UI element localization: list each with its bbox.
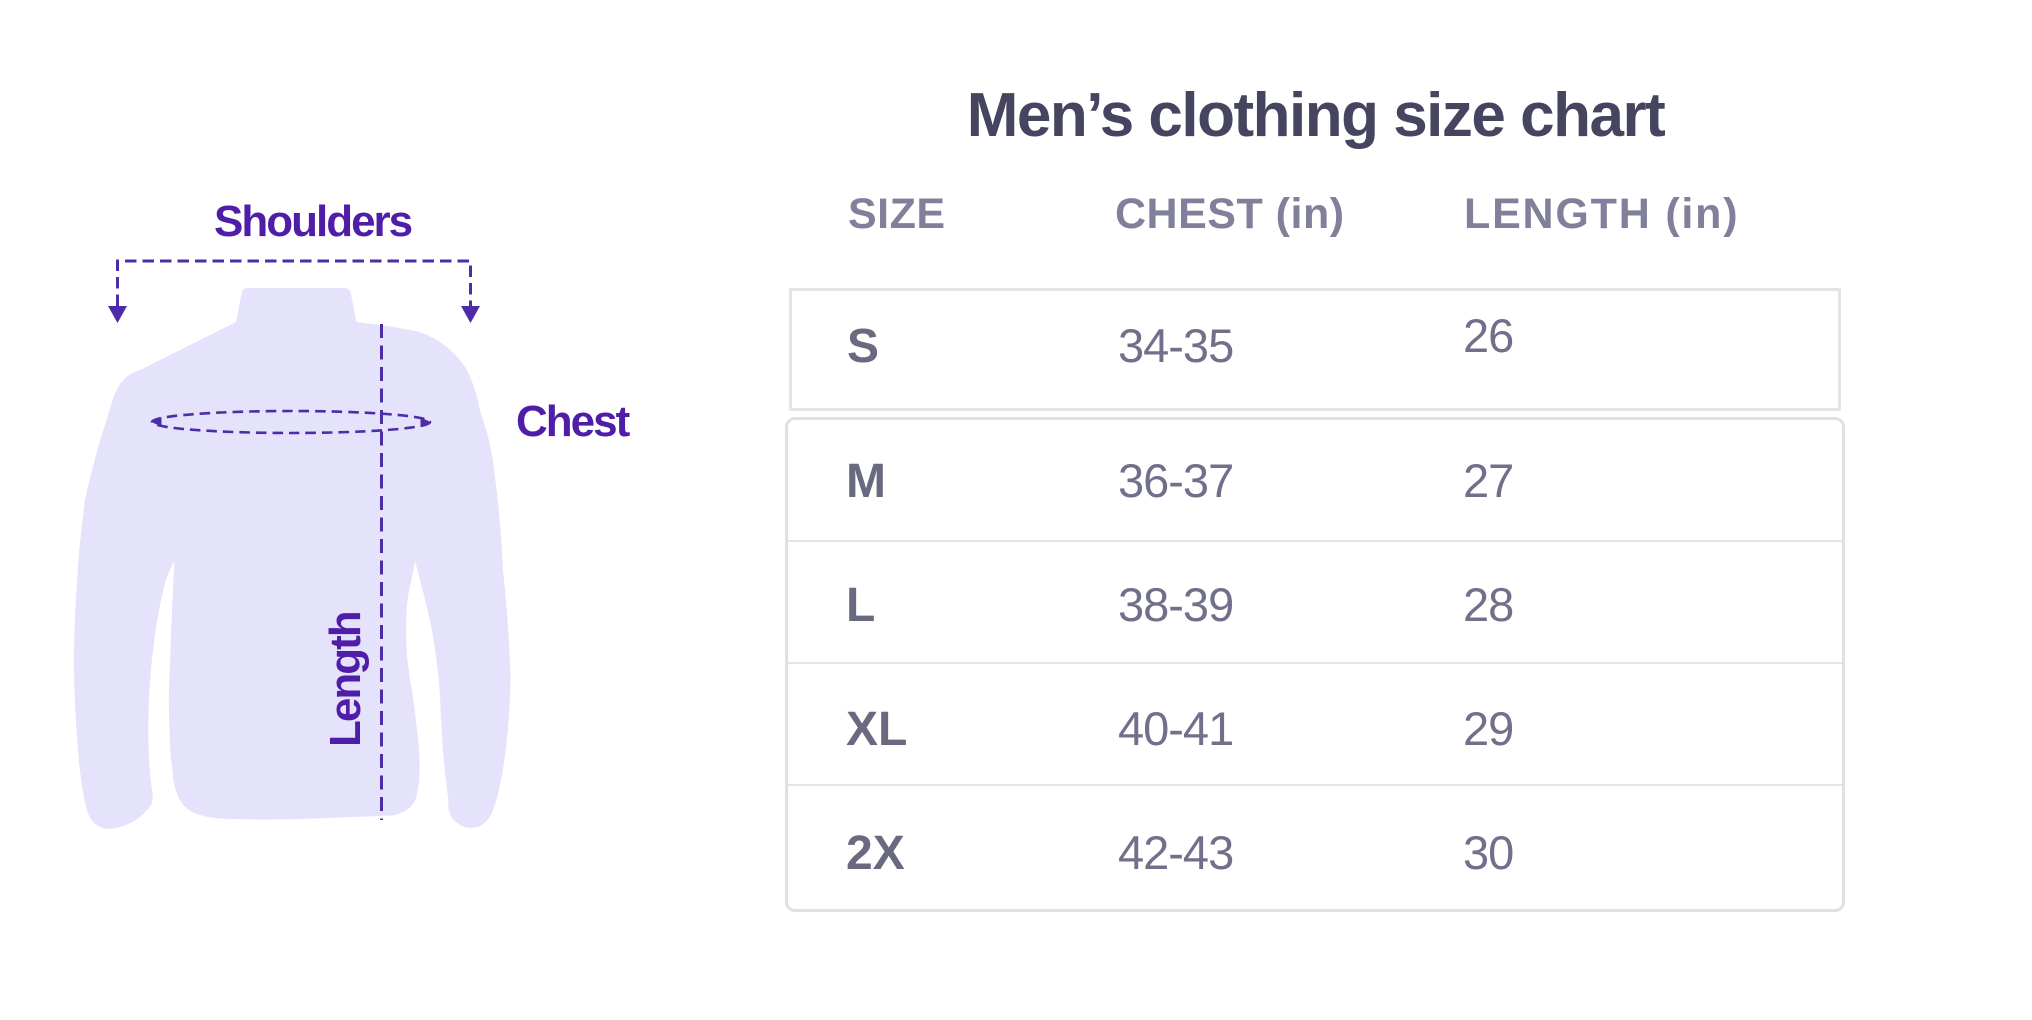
svg-text:Length: Length xyxy=(321,612,370,747)
svg-text:Shoulders: Shoulders xyxy=(214,197,412,246)
svg-text:Chest: Chest xyxy=(516,397,631,446)
